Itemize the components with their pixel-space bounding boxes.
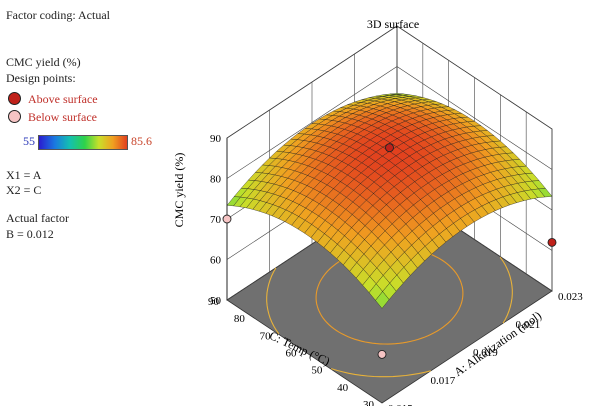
y-tick-label: 80 — [234, 313, 246, 325]
z-axis-label: CMC yield (%) — [172, 153, 186, 228]
y-tick-label: 70 — [260, 330, 272, 342]
y-tick-label: 50 — [311, 365, 323, 377]
actual-factor-label: Actual factor — [6, 211, 69, 225]
below-surface-label: Below surface — [28, 110, 97, 124]
x-tick-label: 0.017 — [431, 375, 456, 387]
surface-cell — [375, 291, 390, 309]
x-tick-label: 0.015 — [388, 403, 413, 406]
x2-mapping: X2 = C — [6, 183, 42, 197]
gradient-max-label: 85.6 — [131, 134, 152, 148]
z-tick-label: 90 — [210, 133, 222, 145]
design-point-below — [377, 349, 387, 359]
z-tick-label: 60 — [210, 255, 222, 267]
design-point-above — [385, 143, 394, 153]
y-tick-label: 90 — [208, 296, 220, 308]
floor-contour — [499, 256, 513, 324]
z-tick-label: 70 — [210, 214, 222, 226]
x-tick-label: 0.023 — [558, 291, 583, 303]
y-tick-label: 40 — [337, 382, 349, 394]
z-tick-label: 80 — [210, 174, 222, 186]
surface-layer — [226, 93, 553, 309]
y-tick-label: 60 — [286, 348, 298, 360]
below-surface-marker-icon — [8, 110, 21, 123]
design-point-above — [547, 237, 557, 247]
x-tick-label: 0.019 — [473, 347, 498, 359]
x-tick-label: 0.021 — [516, 319, 541, 331]
design-points-layer — [222, 143, 557, 359]
above-surface-marker-icon — [8, 92, 21, 105]
below-surface-legend: Below surface — [6, 110, 97, 125]
design-points-label: Design points: — [6, 71, 76, 85]
labels-layer: 50 60 70 80 90 0.015 0.017 0.019 0.021 0.023 30 40 5… — [208, 133, 583, 406]
floor-contour — [266, 267, 280, 335]
color-gradient-bar — [38, 135, 128, 150]
factor-b-value: B = 0.012 — [6, 227, 54, 241]
response-label: CMC yield (%) — [6, 55, 81, 69]
above-surface-label: Above surface — [28, 92, 98, 106]
gradient-min-label: 55 — [23, 134, 35, 148]
floor-contour — [331, 368, 431, 378]
z-tick-label: 50 — [210, 295, 222, 307]
factor-coding-label: Factor coding: Actual — [6, 8, 110, 22]
y-tick-label: 30 — [363, 399, 375, 406]
x1-mapping: X1 = A — [6, 168, 42, 182]
chart-title: 3D surface — [367, 17, 419, 31]
design-point-below — [222, 214, 232, 224]
above-surface-legend: Above surface — [6, 92, 98, 107]
